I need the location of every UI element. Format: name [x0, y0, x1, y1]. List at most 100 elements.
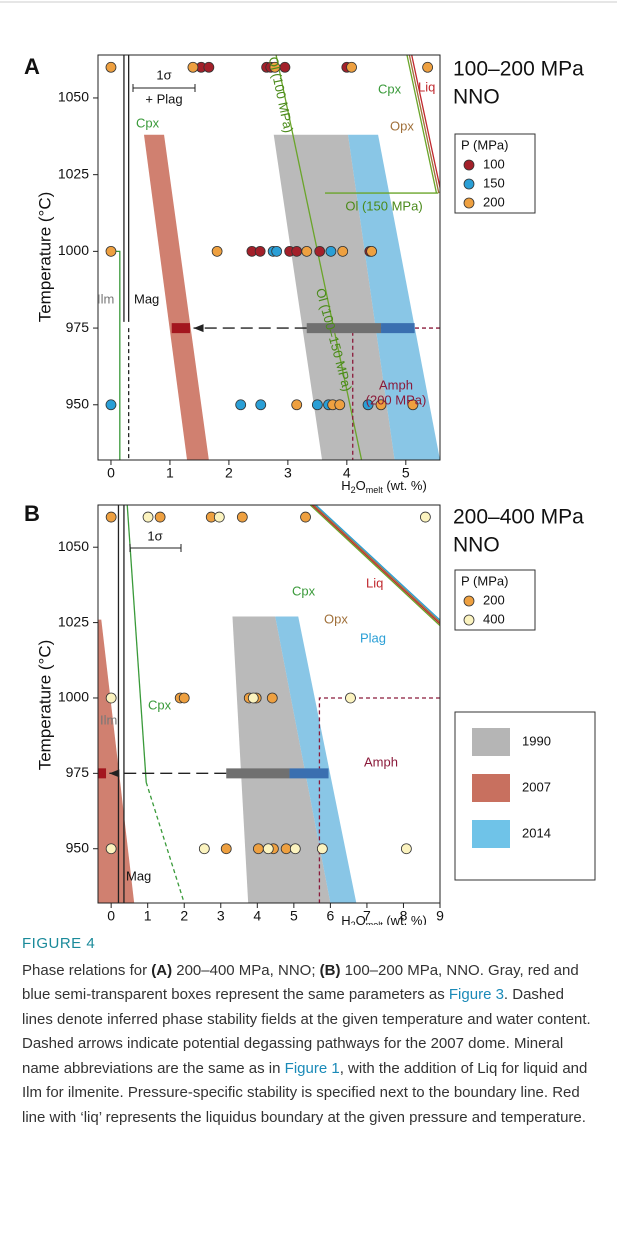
data-point [105, 61, 117, 73]
y-axis-label: Temperature (°C) [35, 192, 54, 323]
legend-swatch [472, 820, 510, 848]
phase-boundary [411, 55, 440, 191]
data-point [422, 61, 434, 73]
caption-part: Phase relations for [22, 961, 152, 979]
region [232, 616, 331, 903]
data-point [187, 61, 199, 73]
x-label-part: O [356, 478, 366, 493]
annotation: Cpx [136, 115, 160, 130]
data-point [291, 245, 303, 257]
x-axis-label: H2Omelt (wt. %) [341, 478, 427, 495]
phase-boundary [275, 55, 363, 460]
data-point [311, 399, 323, 411]
data-point [269, 61, 281, 73]
data-point [271, 245, 283, 257]
scale-bar [129, 544, 182, 552]
annotation: Opx [324, 611, 348, 626]
y-tick-label: 975 [66, 764, 90, 780]
annotation: Ilm [100, 712, 117, 727]
data-point [366, 245, 378, 257]
legend-swatch [472, 774, 510, 802]
figure: A 100–200 MPa NNO Temperature (°C) H2Ome… [0, 1, 617, 925]
x-tick-label: 1 [166, 465, 174, 481]
annotation: Liq [366, 575, 383, 590]
x-tick-label: 8 [400, 908, 408, 924]
legend-label: 2007 [522, 779, 551, 794]
data-point [198, 843, 210, 855]
data-point [255, 399, 267, 411]
x-tick-label: 3 [217, 908, 225, 924]
data-point [213, 511, 225, 523]
data-point [142, 511, 154, 523]
legend-swatch [463, 178, 475, 190]
legend-label: 200 [483, 194, 505, 209]
x-label-part: (wt. %) [383, 478, 427, 493]
data-point [346, 61, 357, 73]
data-point [334, 399, 346, 411]
data-point [289, 843, 301, 855]
data-point [291, 399, 303, 411]
x-tick-label: 4 [253, 908, 261, 924]
caption: FIGURE 4 Phase relations for (A) 200–400… [22, 932, 597, 1130]
x-tick-label: 5 [402, 465, 410, 481]
data-point [300, 511, 311, 523]
data-point [407, 399, 419, 411]
data-point [105, 843, 117, 855]
x-label-part: H [341, 478, 350, 493]
caption-part: . Dashed lines denote inferred phase sta… [22, 986, 591, 1077]
phase-boundary [318, 697, 440, 903]
x-label-part: H [341, 913, 350, 925]
y-tick-label: 1025 [58, 613, 89, 629]
annotation: Amph [379, 377, 413, 392]
annotation: Ilm [97, 291, 114, 306]
data-point [280, 843, 292, 855]
caption-part: (B) [319, 961, 341, 979]
legend-swatch [463, 595, 475, 607]
figure-link[interactable]: Figure 3 [448, 986, 504, 1003]
data-point [337, 245, 349, 257]
x-label-part: 2 [351, 920, 356, 925]
data-point [211, 245, 223, 257]
data-point [419, 511, 431, 523]
x-label-part: O [356, 913, 366, 925]
data-point [301, 245, 313, 257]
data-point [154, 511, 166, 523]
plot-area [98, 505, 440, 903]
figure-link[interactable]: Figure 1 [284, 1059, 340, 1077]
annotation: Ol (100 MPa) [266, 55, 297, 134]
x-tick-label: 2 [225, 465, 233, 481]
legend-label: 400 [483, 611, 505, 626]
caption-text: Phase relations for (A) 200–400 MPa, NNO… [22, 959, 597, 1131]
scale-bar [132, 84, 196, 92]
phase-boundary [309, 505, 440, 627]
plot-area [110, 55, 440, 460]
legend-swatch [463, 159, 475, 171]
annotation: 1σ [147, 528, 162, 543]
caption-part: 100–200 MPa, NNO. Gray, red and blue sem… [22, 961, 579, 1004]
phase-boundary [110, 250, 121, 460]
x-tick-label: 3 [284, 465, 292, 481]
data-point [203, 61, 215, 73]
data-point [345, 692, 356, 704]
x-tick-label: 1 [144, 908, 152, 924]
x-axis-label: H2Omelt (wt. %) [341, 913, 427, 925]
x-tick-label: 5 [290, 908, 298, 924]
annotation: Amph [364, 754, 398, 769]
legend-title: P (MPa) [461, 573, 508, 588]
region [275, 616, 357, 903]
x-tick-label: 2 [180, 908, 188, 924]
data-point [400, 843, 412, 855]
caption-part: (A) [151, 961, 173, 979]
x-label-part: 2 [351, 485, 356, 495]
data-point [316, 843, 328, 855]
region [143, 134, 209, 460]
x-label-part: melt [366, 920, 384, 925]
annotation: 1σ [156, 67, 171, 82]
data-point [105, 692, 117, 704]
data-point [262, 843, 274, 855]
chart-title: 200–400 MPa [453, 506, 584, 529]
data-point [105, 245, 117, 257]
annotation: Opx [390, 118, 414, 133]
phase-boundary [408, 55, 440, 194]
